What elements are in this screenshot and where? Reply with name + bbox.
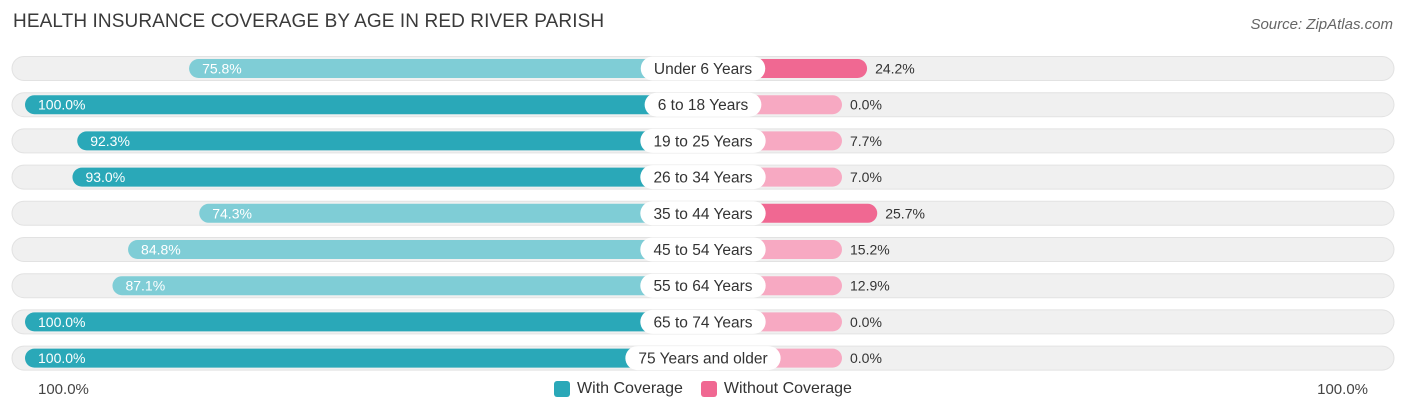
- without-coverage-value-label: 12.9%: [850, 278, 890, 294]
- legend-item-with-coverage[interactable]: With Coverage: [554, 380, 683, 398]
- source-label[interactable]: Source: ZipAtlas.com: [1250, 16, 1393, 33]
- without-coverage-value-label: 0.0%: [850, 97, 882, 113]
- category-pill: [640, 273, 766, 298]
- category-label: Under 6 Years: [654, 61, 752, 78]
- with-coverage-bar[interactable]: [112, 276, 704, 296]
- with-coverage-bar[interactable]: [25, 95, 703, 115]
- with-coverage-value-label: 75.8%: [202, 61, 242, 77]
- without-coverage-value-label: 24.2%: [875, 61, 915, 77]
- with-coverage-bar[interactable]: [189, 59, 704, 78]
- with-coverage-value-label: 93.0%: [85, 169, 125, 185]
- category-label: 6 to 18 Years: [658, 97, 749, 114]
- chart-title: HEALTH INSURANCE COVERAGE BY AGE IN RED …: [13, 11, 605, 32]
- category-pill: [640, 56, 766, 81]
- legend: With Coverage Without Coverage: [0, 380, 1406, 398]
- legend-label-without-coverage: Without Coverage: [723, 380, 852, 397]
- legend-item-without-coverage[interactable]: Without Coverage: [700, 380, 852, 398]
- without-coverage-value-label: 0.0%: [850, 314, 882, 330]
- axis-left-label: 100.0%: [38, 381, 89, 398]
- category-label: 35 to 44 Years: [653, 206, 752, 223]
- category-pill: [640, 237, 766, 262]
- category-pill: [640, 201, 766, 226]
- with-coverage-bar[interactable]: [25, 348, 703, 368]
- without-coverage-value-label: 7.0%: [850, 169, 882, 185]
- without-coverage-value-label: 15.2%: [850, 242, 890, 258]
- without-coverage-value-label: 7.7%: [850, 133, 882, 149]
- category-label: 55 to 64 Years: [653, 278, 752, 295]
- category-label: 75 Years and older: [638, 351, 767, 368]
- category-pill: [644, 92, 762, 117]
- category-label: 26 to 34 Years: [653, 170, 752, 187]
- axis-right-label: 100.0%: [1317, 381, 1368, 398]
- category-label: 19 to 25 Years: [653, 133, 752, 150]
- without-coverage-value-label: 0.0%: [850, 350, 882, 366]
- category-pill: [640, 165, 766, 190]
- with-coverage-bar[interactable]: [72, 167, 703, 187]
- without-coverage-value-label: 25.7%: [885, 205, 925, 221]
- category-pill: [625, 346, 781, 371]
- legend-swatch-with-coverage: [554, 381, 571, 397]
- with-coverage-value-label: 84.8%: [141, 242, 181, 258]
- with-coverage-value-label: 100.0%: [38, 350, 85, 366]
- category-pill: [640, 309, 766, 334]
- with-coverage-value-label: 100.0%: [38, 314, 85, 330]
- category-pill: [640, 128, 766, 153]
- with-coverage-bar[interactable]: [199, 203, 703, 223]
- legend-swatch-without-coverage: [700, 381, 717, 397]
- category-label: 45 to 54 Years: [653, 242, 752, 259]
- with-coverage-bar[interactable]: [25, 312, 703, 332]
- category-label: 65 to 74 Years: [653, 314, 752, 331]
- with-coverage-value-label: 74.3%: [212, 205, 252, 221]
- with-coverage-bar[interactable]: [77, 131, 704, 151]
- with-coverage-value-label: 92.3%: [90, 133, 130, 149]
- with-coverage-value-label: 87.1%: [125, 278, 165, 294]
- legend-label-with-coverage: With Coverage: [577, 380, 683, 397]
- with-coverage-value-label: 100.0%: [38, 97, 85, 113]
- with-coverage-bar[interactable]: [128, 240, 703, 259]
